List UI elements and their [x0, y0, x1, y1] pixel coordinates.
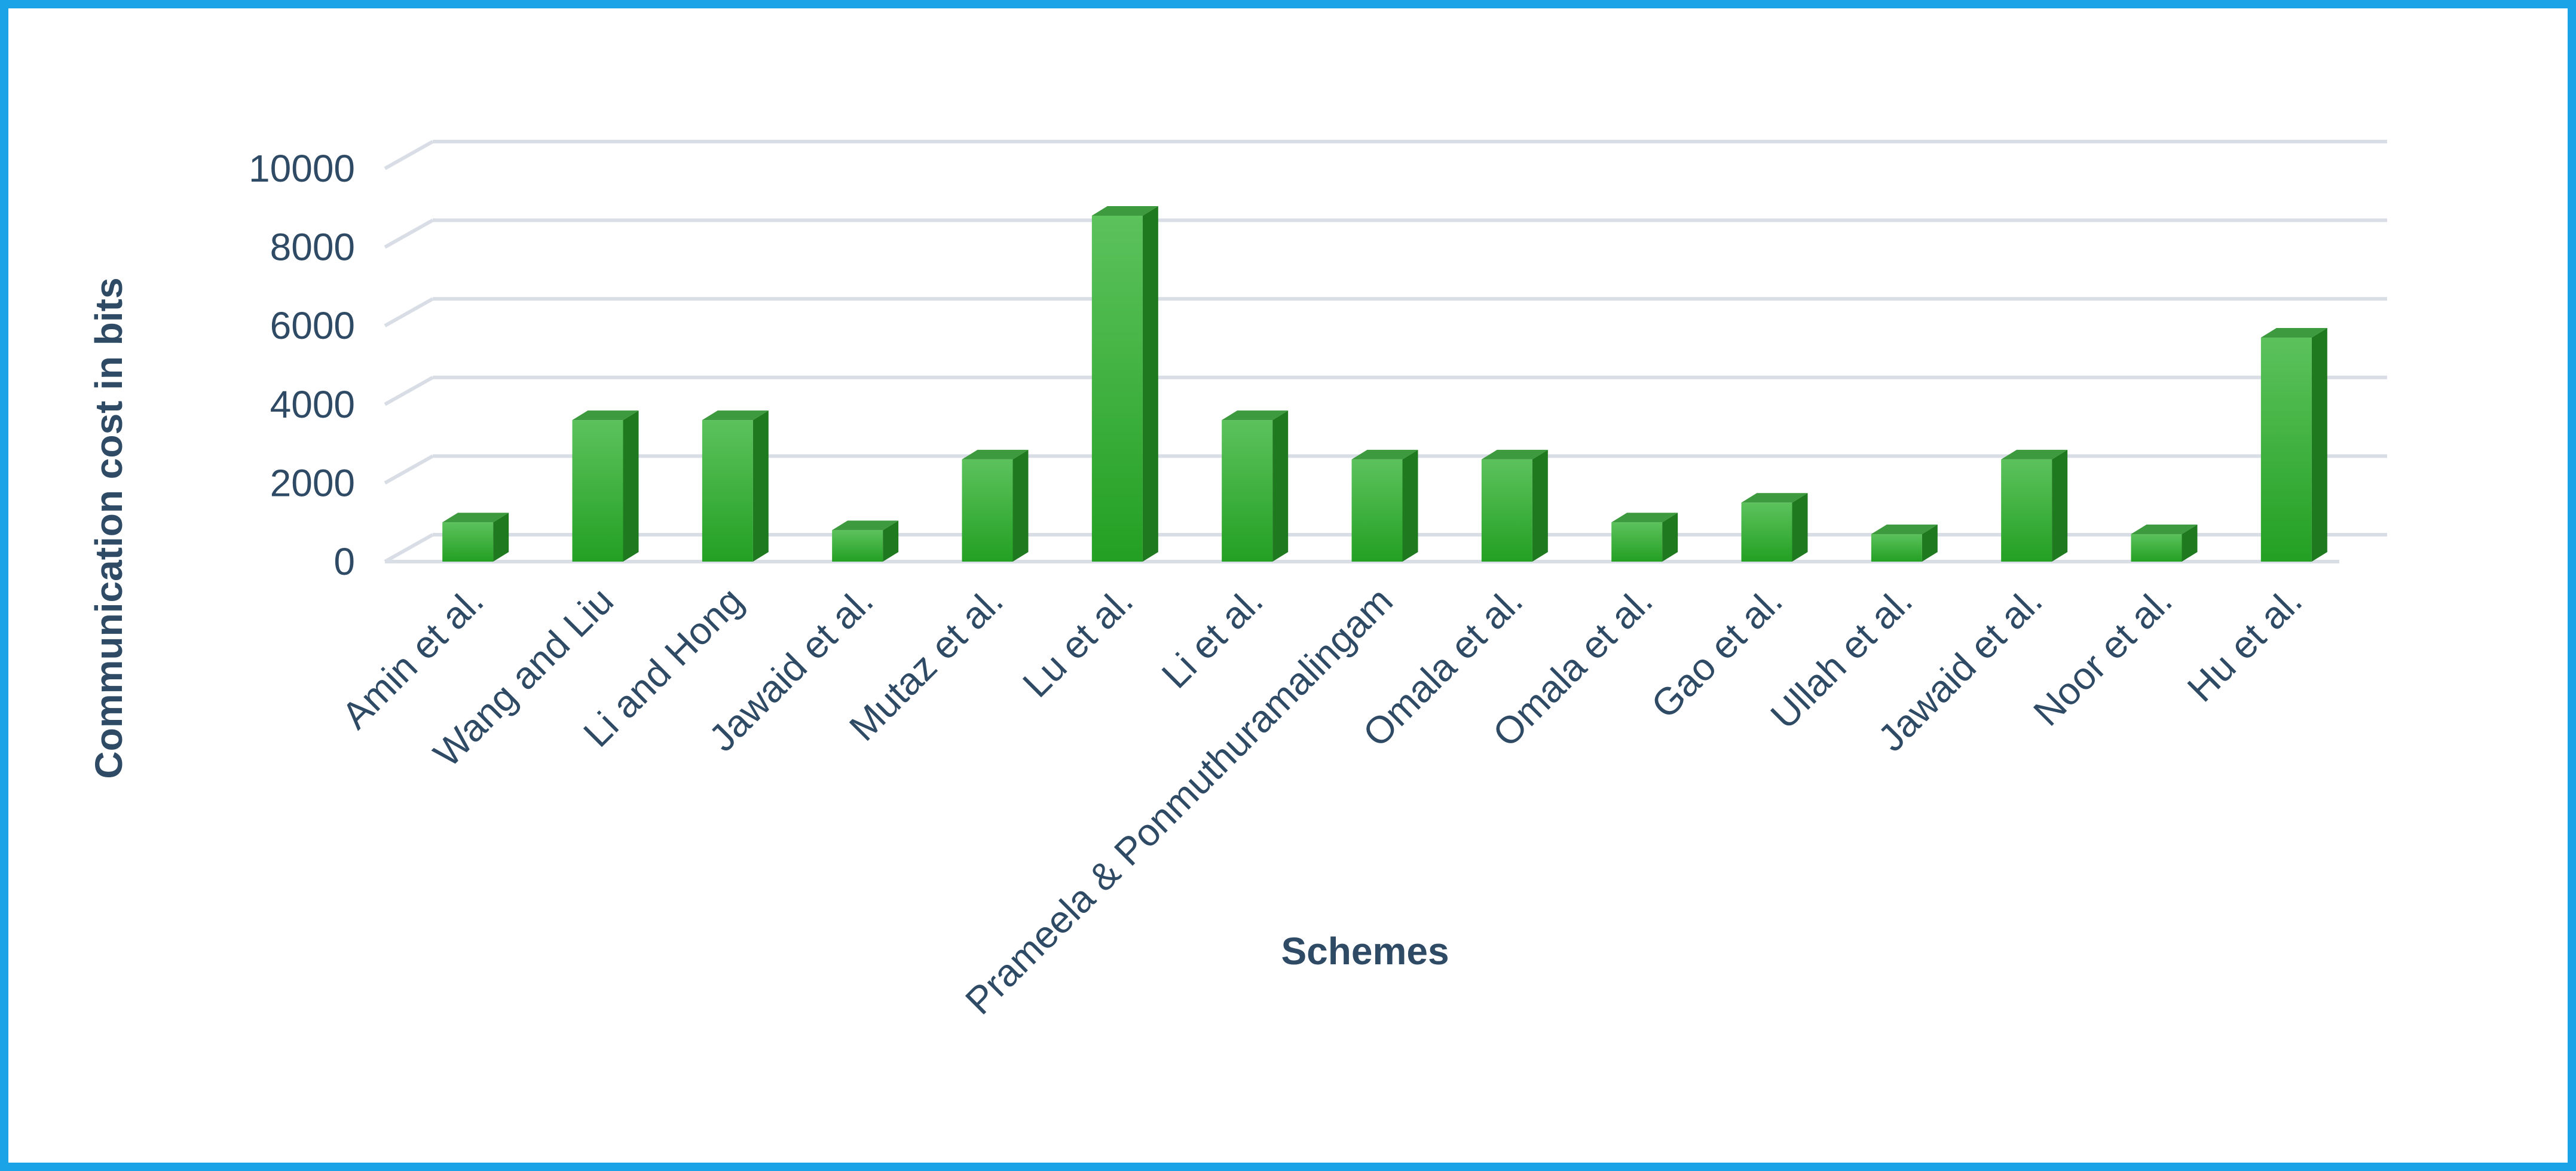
bar-side	[1272, 410, 1289, 562]
x-tick-label: Noor et al.	[2025, 579, 2180, 734]
bar	[1091, 206, 1158, 562]
y-tick-label: 0	[334, 540, 355, 583]
bar	[1222, 410, 1289, 562]
bar-side	[1142, 206, 1158, 562]
y-tick-label: 4000	[270, 383, 355, 426]
bar-side	[1662, 513, 1678, 562]
gridline-depth	[384, 140, 434, 170]
bar-top	[832, 520, 899, 531]
gridline-depth	[384, 218, 434, 249]
bar-front	[1481, 459, 1532, 562]
bar	[572, 410, 639, 562]
bar-top	[442, 513, 509, 523]
bar-top	[702, 410, 769, 421]
y-tick-label: 6000	[270, 304, 355, 347]
x-tick-label: Lu et al.	[1014, 579, 1141, 706]
bar-top	[572, 410, 639, 421]
bar-front	[2001, 459, 2052, 562]
bar-top	[962, 449, 1029, 459]
bar	[702, 410, 769, 562]
y-tick-label: 8000	[270, 226, 355, 269]
bar-front	[442, 522, 494, 562]
bar-side	[1012, 449, 1029, 562]
bar-side	[2052, 449, 2068, 562]
bar-side	[493, 513, 509, 562]
gridline-depth	[384, 533, 434, 563]
x-tick-label: Li et al.	[1154, 579, 1271, 697]
bar	[962, 449, 1029, 562]
bar	[442, 513, 509, 562]
y-axis-ticks: 0 2000 4000 6000 8000 10000	[249, 147, 355, 583]
bar-top	[1351, 449, 1418, 459]
bar-front	[962, 459, 1013, 562]
bar-top	[2001, 449, 2068, 459]
bar	[1741, 493, 1808, 562]
bar-front	[702, 420, 753, 562]
bar-front	[1611, 522, 1663, 562]
bar-top	[1091, 206, 1158, 216]
bar-front	[1091, 215, 1143, 562]
bar-front	[1871, 534, 1922, 562]
bar-top	[1741, 493, 1808, 503]
gridline-depth	[384, 376, 434, 406]
bar	[2131, 524, 2198, 562]
bar-front	[1351, 459, 1403, 562]
bar	[832, 520, 899, 562]
bar-top	[2131, 524, 2198, 534]
bar-side	[883, 520, 899, 562]
bar-front	[572, 420, 623, 562]
bar	[1611, 513, 1678, 562]
bar-side	[623, 410, 639, 562]
gridline-depth	[384, 454, 434, 485]
x-axis-title: Schemes	[1281, 930, 1449, 973]
bar-front	[2260, 337, 2312, 562]
bar-top	[1611, 513, 1678, 523]
y-tick-label: 10000	[249, 147, 355, 190]
bar-front	[1741, 502, 1792, 562]
bar	[1351, 449, 1418, 562]
y-tick-label: 2000	[270, 461, 355, 504]
bar-front	[2131, 534, 2182, 562]
bar-top	[1871, 524, 1938, 534]
x-tick-label: Hu et al.	[2179, 579, 2310, 710]
bar	[1481, 449, 1548, 562]
bar-side	[2311, 327, 2327, 562]
bar	[1871, 524, 1938, 562]
bar	[2001, 449, 2068, 562]
bar-side	[1532, 449, 1548, 562]
bar-side	[1402, 449, 1418, 562]
bar-top	[1222, 410, 1289, 421]
bar-side	[752, 410, 769, 562]
bars	[442, 206, 2327, 562]
bar-top	[1481, 449, 1548, 459]
bar-side	[2182, 524, 2198, 562]
bar-side	[1922, 524, 1938, 562]
gridline-depth	[384, 297, 434, 327]
bar-side	[1792, 493, 1808, 562]
y-axis-title: Communication cost in bits	[87, 277, 130, 778]
bar-front	[1222, 420, 1273, 562]
bar-top	[2260, 327, 2327, 338]
bar	[2260, 327, 2327, 562]
bar-front	[832, 530, 883, 562]
